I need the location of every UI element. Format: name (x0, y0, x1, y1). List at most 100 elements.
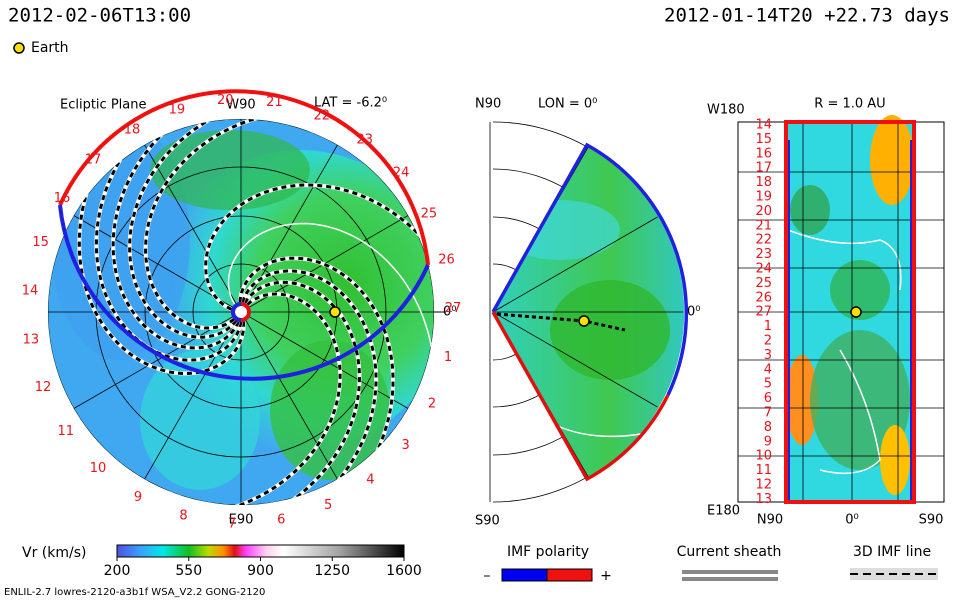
field-line (77, 157, 246, 376)
rim-label: 2 (428, 397, 436, 412)
row-label: 18 (755, 175, 772, 190)
rim-label: 21 (266, 95, 283, 110)
bottom-label: E90 (229, 513, 254, 528)
rim-label: 22 (314, 108, 331, 123)
rim-label: 18 (124, 123, 141, 138)
row-label: 10 (755, 449, 772, 464)
row-label: 9 (764, 434, 772, 449)
grid-ray (493, 216, 658, 313)
grid-ray (144, 144, 242, 313)
wedge-edge (491, 142, 689, 396)
imf-negative (501, 568, 548, 582)
grid-ray (240, 144, 338, 313)
colorbar-tick-label: 1250 (314, 563, 350, 579)
panel-title: Ecliptic Plane (60, 98, 146, 113)
rim-label: 13 (23, 333, 40, 348)
earth (850, 306, 862, 318)
radial-blobs (786, 115, 914, 495)
wedge-edge (491, 311, 670, 482)
row-label: 5 (764, 377, 772, 392)
top-label: W180 (707, 103, 745, 118)
colorbar-tick-label: 550 (175, 563, 202, 579)
row-label: 20 (755, 204, 772, 219)
rim-label: 8 (179, 509, 187, 524)
rim-label: 10 (90, 461, 107, 476)
colorbar-tick-label: 1600 (386, 563, 422, 579)
row-label: 17 (755, 161, 772, 176)
border (784, 120, 916, 504)
radial-grid (738, 122, 944, 502)
row-label: 4 (764, 362, 772, 377)
sheath-line (682, 577, 778, 581)
top-label: N90 (475, 97, 501, 112)
row-label: 6 (764, 391, 772, 406)
imf-plus: + (600, 568, 612, 584)
bottom-label: E180 (707, 504, 740, 519)
field-line (241, 269, 378, 505)
rim-label: 5 (324, 498, 332, 513)
right-label: 0⁰ (687, 305, 700, 320)
grid-ray (240, 311, 409, 409)
x-label: 0⁰ (845, 513, 858, 528)
colorbar-tick-label: 900 (247, 563, 274, 579)
row-label: 15 (755, 132, 772, 147)
rim-label: 15 (32, 235, 49, 250)
row-label: 14 (755, 118, 772, 133)
row-label: 25 (755, 276, 772, 291)
rim-label: 3 (401, 438, 409, 453)
lat-label: LAT = -6.2⁰ (314, 96, 387, 111)
rim-label: 27 (445, 301, 462, 316)
grid-ray (240, 311, 338, 480)
field-line (238, 256, 395, 485)
imf-line-title: 3D IMF line (853, 544, 931, 560)
field-line (204, 183, 434, 311)
rim-label: 11 (58, 424, 75, 439)
row-label: 19 (755, 190, 772, 205)
row-label: 26 (755, 290, 772, 305)
rim-label: 25 (421, 206, 438, 221)
top-label: W90 (226, 98, 255, 113)
rim-negative (58, 204, 430, 381)
colorbar (116, 544, 405, 558)
earth (578, 315, 590, 327)
colorbar-label: Vr (km/s) (22, 545, 86, 561)
field-line (111, 119, 240, 350)
row-label: 2 (764, 334, 772, 349)
field-line (227, 222, 434, 388)
rim-label: 24 (393, 166, 410, 181)
rim-label: 19 (169, 102, 186, 117)
rim-label: 14 (22, 283, 39, 298)
rim-positive (58, 89, 430, 266)
field-line (144, 119, 295, 330)
imf-minus: – (484, 568, 491, 584)
lon-label: LON = 0⁰ (538, 97, 597, 112)
bottom-label: S90 (475, 514, 500, 529)
sun-blue (231, 302, 242, 322)
row-label: 1 (764, 319, 772, 334)
row-label: 22 (755, 233, 772, 248)
row-label: 16 (755, 146, 772, 161)
row-label: 21 (755, 218, 772, 233)
row-label: 7 (764, 406, 772, 421)
earth (329, 306, 341, 318)
meridional-field (493, 145, 685, 479)
row-label: 27 (755, 305, 772, 320)
rim-label: 7 (228, 516, 236, 531)
rim-label: 12 (35, 380, 52, 395)
right-label: 0⁰ (443, 305, 456, 320)
rim-label: 9 (134, 490, 142, 505)
rim-label: 4 (366, 472, 374, 487)
r-label: R = 1.0 AU (814, 97, 885, 112)
row-label: 23 (755, 247, 772, 262)
row-label: 12 (755, 478, 772, 493)
x-label: N90 (757, 513, 783, 528)
rim-label: 1 (444, 350, 452, 365)
row-label: 13 (755, 492, 772, 507)
rim-label: 6 (277, 513, 285, 528)
field-line (243, 280, 362, 505)
row-label: 11 (755, 463, 772, 478)
imf-positive (546, 568, 593, 582)
earth-icon (13, 42, 25, 54)
timestamp: 2012-02-06T13:00 (8, 5, 191, 27)
